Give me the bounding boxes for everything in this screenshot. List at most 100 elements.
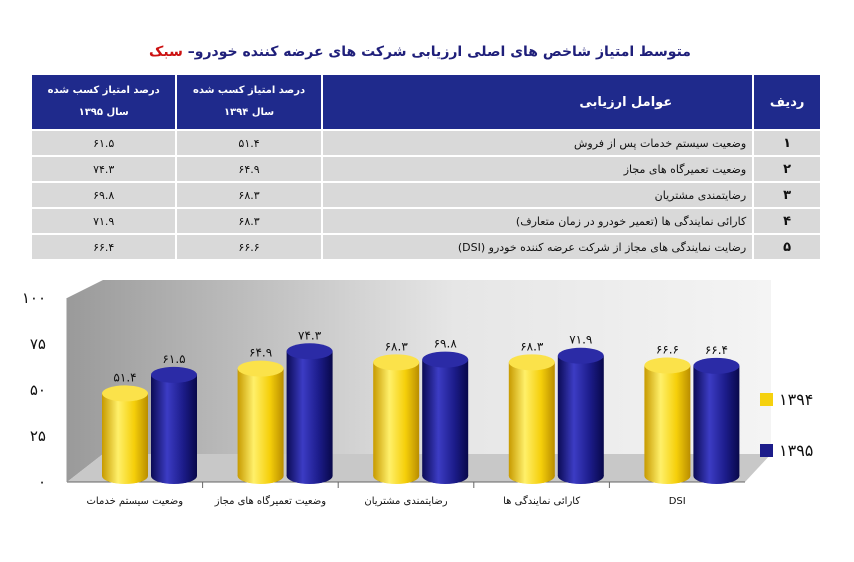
- bar-top: [508, 354, 555, 371]
- data-label: ۶۴.۹: [249, 346, 272, 360]
- bar: [693, 357, 740, 484]
- bar: [508, 354, 555, 484]
- legend-item-1394: ۱۳۹۴: [760, 390, 813, 409]
- x-tick-label: وضعیت تعمیرگاه های مجاز: [214, 495, 326, 507]
- bar-bottom: [286, 468, 333, 484]
- bar-bottom: [237, 468, 284, 484]
- bar-chart: ۰ ۲۵ ۵۰ ۷۵ ۱۰۰ ۵۱.۴ ۶۱.۵ وضعیت سیستم خدمات ۶۴.۹ ۷…: [22, 280, 771, 507]
- bar-body: [557, 355, 604, 476]
- bar-bottom: [422, 468, 469, 484]
- bar-body: [151, 374, 197, 476]
- header-1395-line2: سال ۱۳۹۵: [78, 107, 129, 118]
- row-value-1394: ۵۱.۴: [175, 129, 323, 157]
- table-row: ۱ وضعیت سیستم خدمات پس از فروش ۵۱.۴ ۶۱.۵: [29, 129, 822, 157]
- table-row: ۴ کارائی نمایندگی ها (تعمیر خودرو در زما…: [29, 207, 822, 235]
- bar: [373, 354, 420, 484]
- x-tick-label: DSI: [669, 496, 686, 507]
- row-number: ۴: [752, 207, 822, 235]
- bar-bottom: [557, 468, 604, 484]
- scores-table: ردیف عوامل ارزیابی درصد امتیاز کسب شده س…: [29, 73, 822, 261]
- bar-top: [373, 354, 420, 371]
- bar-body: [286, 351, 333, 476]
- bar: [422, 351, 469, 484]
- bar-body: [102, 393, 148, 476]
- bar-bottom: [102, 468, 148, 484]
- data-label: ۷۴.۳: [298, 328, 322, 342]
- bar-top: [557, 347, 604, 364]
- y-tick-label: ۲۵: [30, 427, 46, 445]
- bar-bottom: [644, 468, 691, 484]
- table-row: ۲ وضعیت تعمیرگاه های مجاز ۶۴.۹ ۷۴.۳: [29, 155, 822, 183]
- bar-bottom: [373, 468, 420, 484]
- data-label: ۶۸.۳: [520, 339, 544, 353]
- y-tick-label: ۰: [38, 473, 46, 491]
- data-label: ۵۱.۴: [113, 370, 136, 384]
- table-row: ۳ رضایتمندی مشتریان ۶۸.۳ ۶۹.۸: [29, 181, 822, 209]
- row-value-1394: ۶۴.۹: [175, 155, 323, 183]
- bar: [286, 343, 333, 484]
- header-score-1394: درصد امتیاز کسب شده سال ۱۳۹۴: [175, 73, 323, 131]
- x-tick-label: رضایتمندی مشتریان: [364, 496, 447, 507]
- bar: [102, 385, 148, 484]
- row-value-1395: ۷۴.۳: [29, 155, 178, 183]
- row-number: ۵: [752, 233, 822, 261]
- legend-swatch-1395: [760, 444, 773, 457]
- row-number: ۱: [752, 129, 822, 157]
- row-value-1395: ۶۶.۴: [29, 233, 178, 261]
- row-factor: وضعیت تعمیرگاه های مجاز: [320, 155, 755, 183]
- header-1394-line2: سال ۱۳۹۴: [223, 107, 275, 118]
- data-label: ۷۱.۹: [569, 333, 592, 347]
- row-value-1394: ۶۸.۳: [175, 181, 323, 209]
- data-label: ۶۱.۵: [162, 352, 185, 366]
- row-value-1394: ۶۶.۶: [175, 233, 323, 261]
- row-factor: رضایت نمایندگی های مجاز از شرکت عرضه کنن…: [320, 233, 755, 261]
- header-1395-line1: درصد امتیاز کسب شده: [47, 85, 160, 96]
- table-header-row: ردیف عوامل ارزیابی درصد امتیاز کسب شده س…: [29, 73, 822, 131]
- row-factor: کارائی نمایندگی ها (تعمیر خودرو در زمان …: [320, 207, 755, 235]
- bar-top: [644, 357, 691, 374]
- bar-top: [286, 343, 333, 360]
- bar-top: [151, 366, 197, 383]
- bar-bottom: [508, 468, 555, 484]
- row-number: ۳: [752, 181, 822, 209]
- y-tick-label: ۷۵: [30, 335, 46, 353]
- legend-swatch-1394: [760, 393, 773, 406]
- data-label: ۶۶.۶: [656, 342, 679, 356]
- bar-body: [644, 365, 691, 476]
- bar-top: [237, 360, 284, 377]
- bar-top: [693, 357, 740, 374]
- row-value-1395: ۷۱.۹: [29, 207, 178, 235]
- bar: [644, 357, 691, 484]
- row-factor: وضعیت سیستم خدمات پس از فروش: [320, 129, 755, 157]
- bar-body: [693, 365, 740, 476]
- bar-body: [373, 362, 420, 476]
- header-score-1395: درصد امتیاز کسب شده سال ۱۳۹۵: [29, 73, 178, 131]
- y-tick-label: ۵۰: [30, 381, 46, 399]
- legend-label-1395: ۱۳۹۵: [779, 441, 814, 460]
- row-value-1395: ۶۹.۸: [29, 181, 178, 209]
- row-value-1394: ۶۸.۳: [175, 207, 323, 235]
- legend-item-1395: ۱۳۹۵: [760, 441, 813, 460]
- legend-label-1394: ۱۳۹۴: [779, 390, 814, 409]
- data-label: ۶۶.۴: [705, 343, 728, 357]
- table-row: ۵ رضایت نمایندگی های مجاز از شرکت عرضه ک…: [29, 233, 822, 261]
- x-tick-label: کارائی نمایندگی ها: [503, 495, 580, 507]
- row-number: ۲: [752, 155, 822, 183]
- header-row-number: ردیف: [752, 73, 822, 131]
- bar-bottom: [693, 468, 740, 484]
- header-1394-line1: درصد امتیاز کسب شده: [192, 85, 306, 96]
- data-label: ۶۸.۳: [385, 339, 409, 353]
- chart-title: متوسط امتیاز شاخص های اصلی ارزیابی شرکت …: [140, 44, 700, 60]
- title-main: متوسط امتیاز شاخص های اصلی ارزیابی شرکت …: [187, 44, 691, 60]
- bar-top: [422, 351, 469, 368]
- bar: [557, 347, 604, 484]
- bar-top: [102, 385, 148, 402]
- x-tick-label: وضعیت سیستم خدمات: [87, 496, 184, 507]
- bar: [237, 360, 284, 484]
- bar-body: [237, 368, 284, 476]
- bar-bottom: [151, 468, 197, 484]
- row-value-1395: ۶۱.۵: [29, 129, 178, 157]
- row-factor: رضایتمندی مشتریان: [320, 181, 755, 209]
- data-label: ۶۹.۸: [434, 337, 458, 351]
- bar: [151, 366, 197, 484]
